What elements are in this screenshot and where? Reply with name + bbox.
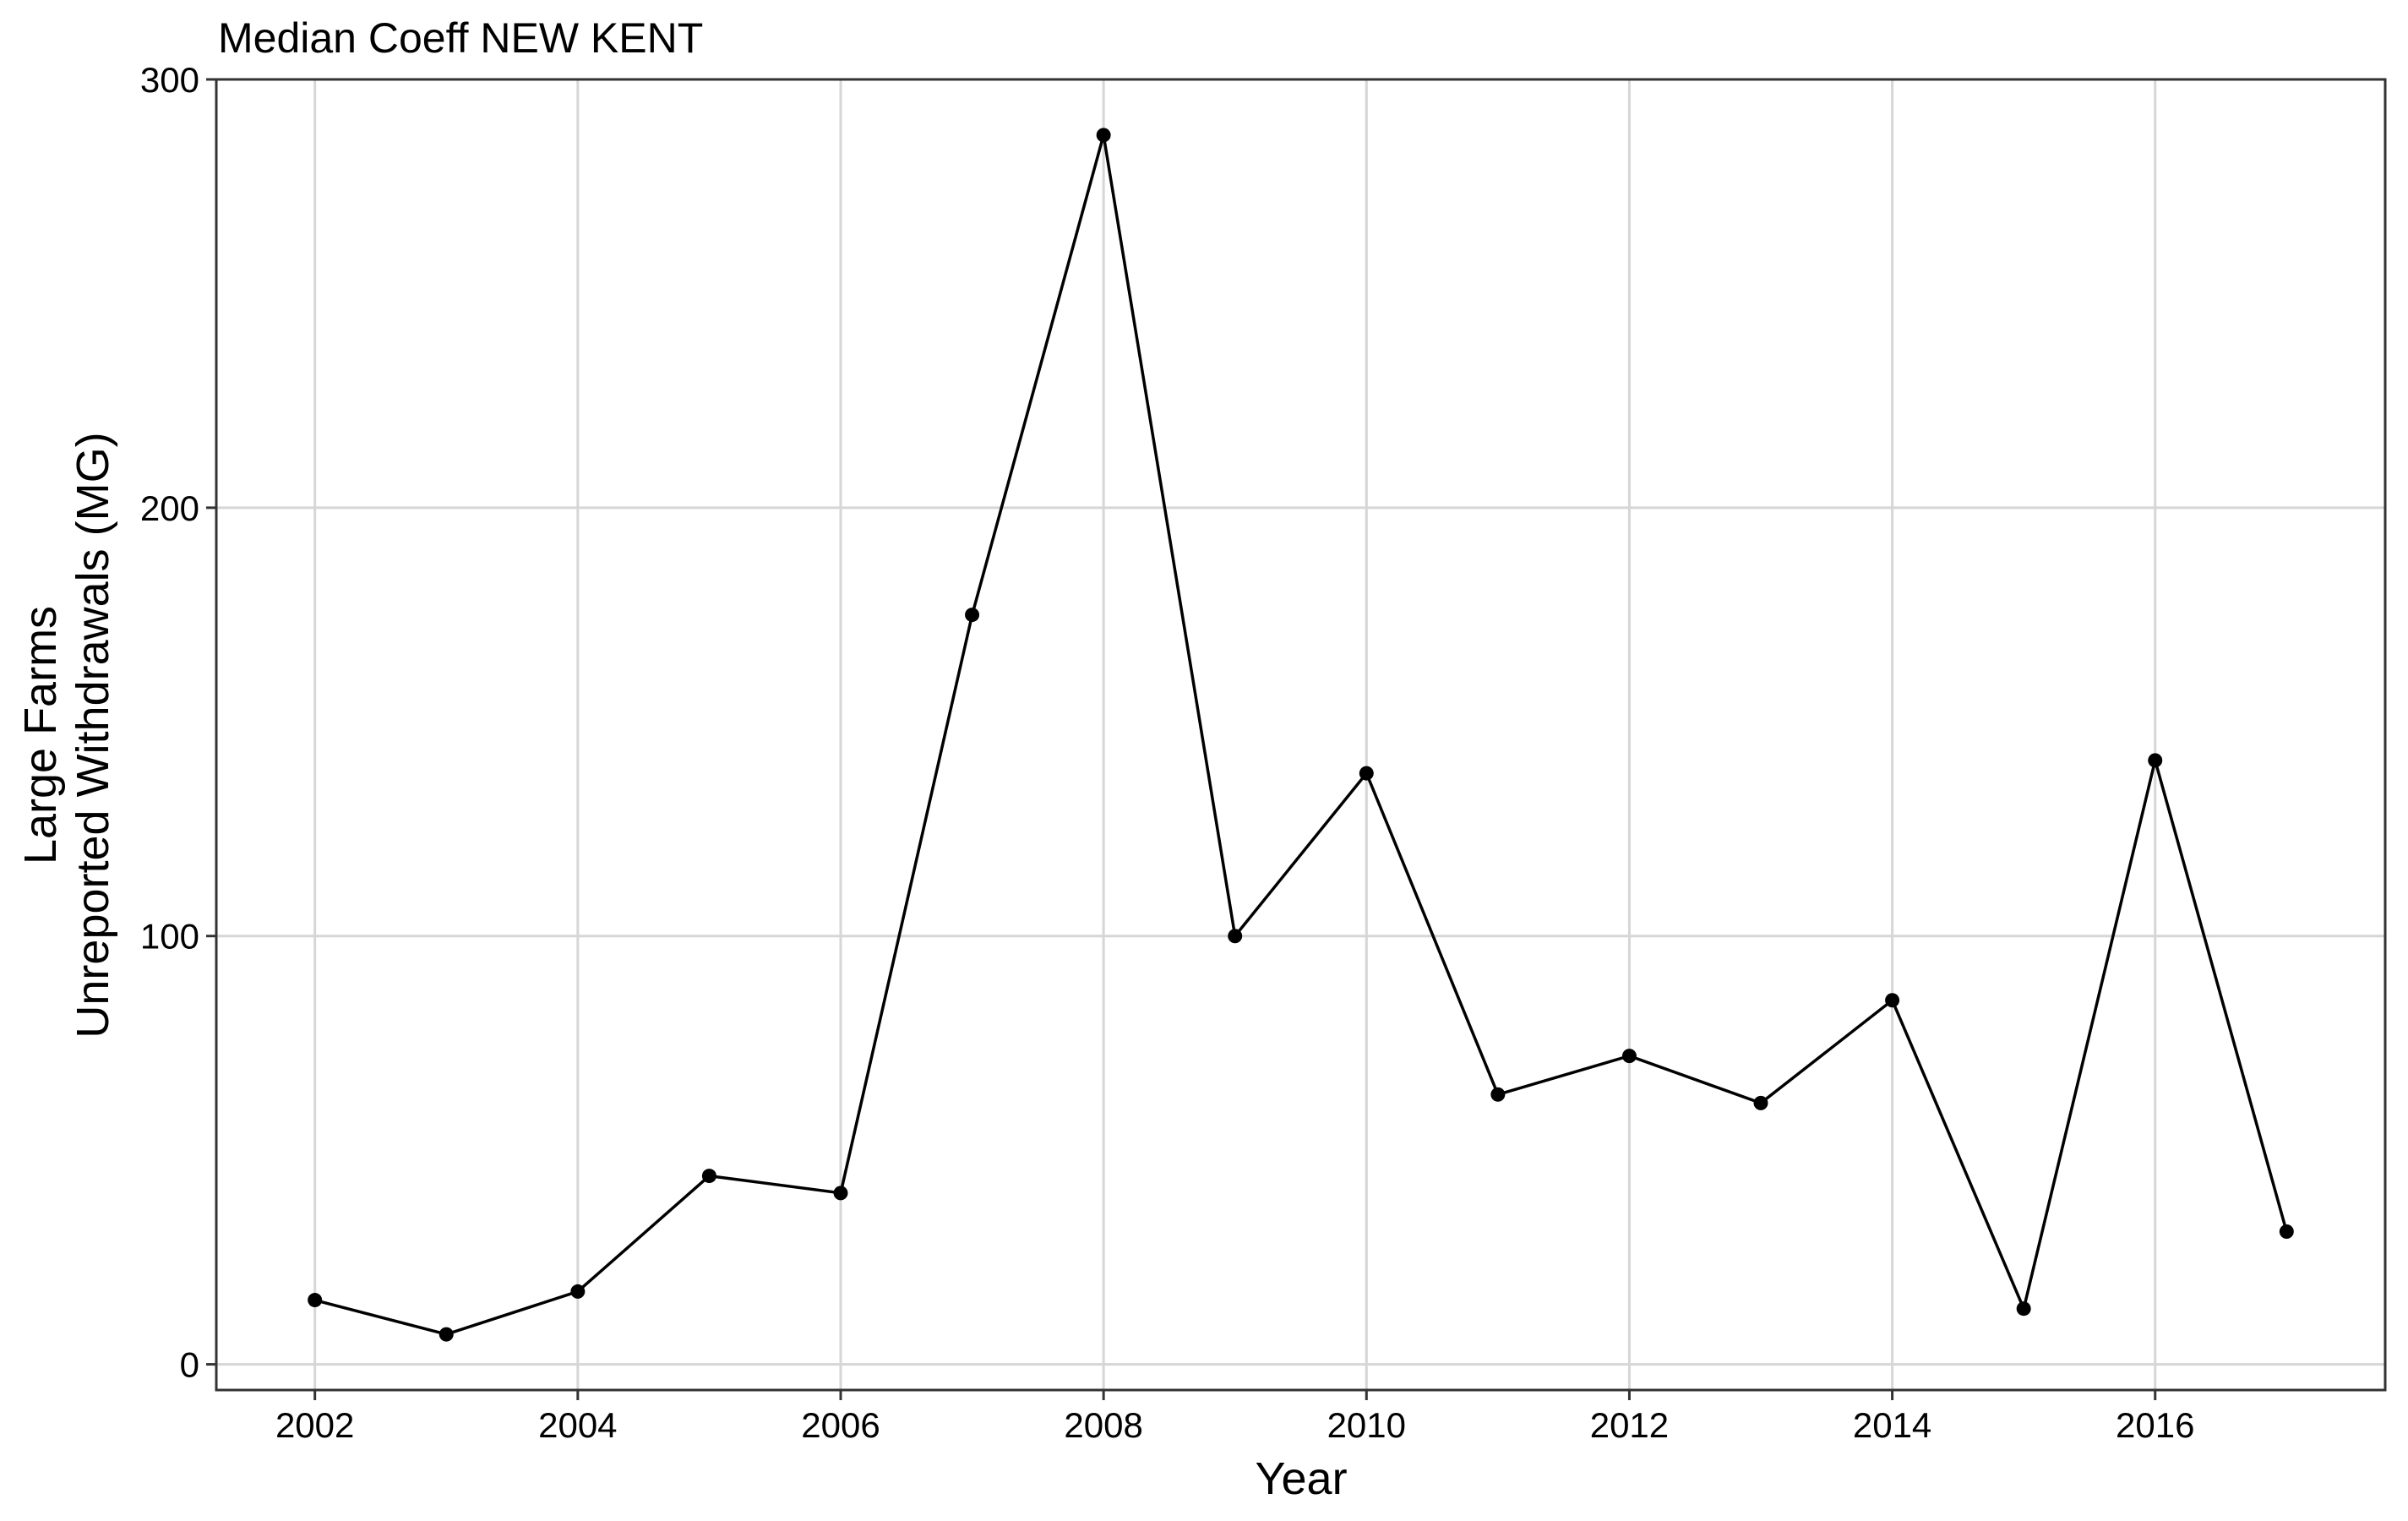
chart-title: Median Coeff NEW KENT	[218, 14, 703, 62]
axis-ticks	[206, 78, 2157, 1400]
data-point-2009	[1228, 929, 1243, 944]
x-tick-label: 2016	[2116, 1405, 2194, 1445]
data-point-2011	[1490, 1087, 1506, 1102]
data-point-2005	[701, 1169, 716, 1184]
data-point-2007	[965, 608, 980, 623]
x-tick-label: 2010	[1327, 1405, 1406, 1445]
x-tick-label: 2006	[801, 1405, 880, 1445]
data-point-2006	[833, 1186, 848, 1201]
x-axis-title: Year	[1255, 1453, 1347, 1504]
y-tick-label: 200	[140, 488, 199, 528]
x-tick-label: 2012	[1590, 1405, 1669, 1445]
data-point-2004	[570, 1284, 586, 1299]
x-tick-label: 2014	[1853, 1405, 1931, 1445]
data-point-2016	[2148, 753, 2163, 768]
grid-lines	[216, 78, 2385, 1390]
y-tick-label: 300	[140, 60, 199, 100]
data-point-2015	[2016, 1301, 2031, 1317]
series	[308, 128, 2294, 1342]
x-tick-label: 2004	[538, 1405, 617, 1445]
y-axis-title-line-2: Unreported Withdrawals (MG)	[68, 432, 118, 1038]
data-point-2003	[439, 1327, 454, 1342]
data-point-2008	[1096, 128, 1111, 143]
y-tick-label: 100	[140, 917, 199, 957]
data-point-2012	[1621, 1049, 1637, 1064]
series-line	[314, 134, 2288, 1336]
y-tick-label: 0	[180, 1345, 199, 1385]
x-tick-label: 2008	[1064, 1405, 1142, 1445]
data-point-2014	[1885, 993, 1900, 1008]
data-point-2017	[2279, 1224, 2294, 1239]
data-point-2002	[308, 1293, 323, 1308]
data-point-2010	[1359, 766, 1374, 781]
x-tick-label: 2002	[275, 1405, 354, 1445]
plot-frame	[215, 78, 2387, 1392]
y-axis-title-line-1: Large Farms	[15, 606, 66, 864]
data-point-2013	[1753, 1095, 1768, 1110]
